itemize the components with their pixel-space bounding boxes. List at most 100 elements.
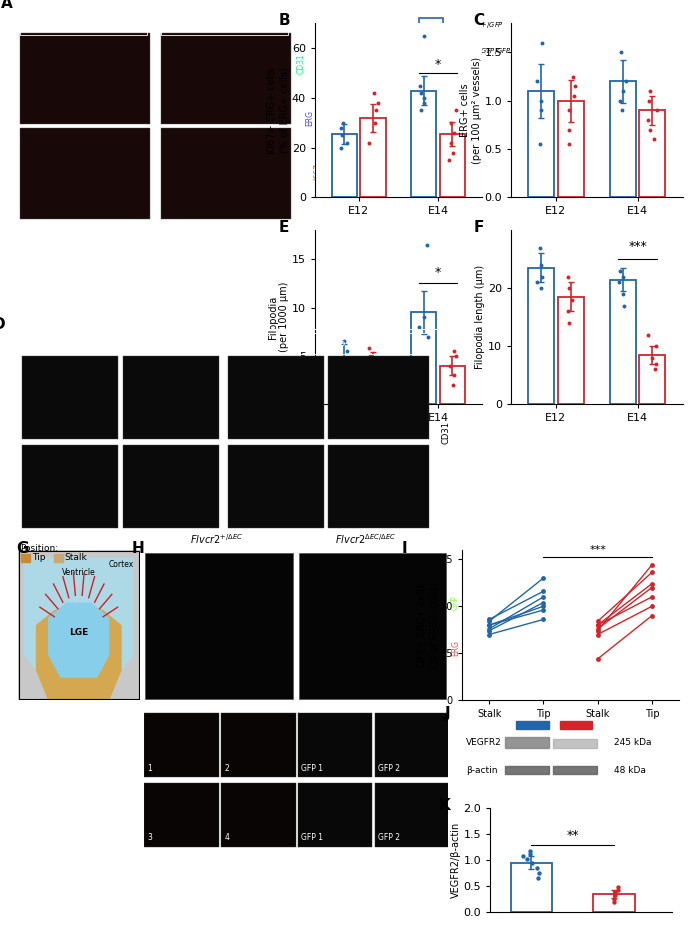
Bar — [419, 43, 443, 63]
Point — [570, 79, 581, 94]
Point — [535, 281, 546, 296]
Point — [448, 377, 459, 392]
Bar — [228, 445, 324, 527]
Polygon shape — [36, 603, 122, 700]
Bar — [557, 101, 584, 197]
Point — [421, 237, 433, 252]
Text: ERG: ERG — [305, 109, 314, 126]
Point — [535, 241, 546, 256]
Point — [615, 45, 626, 60]
Bar — [21, 554, 29, 562]
Point — [447, 145, 458, 160]
Text: β-actin: β-actin — [466, 766, 498, 775]
Y-axis label: KI67+ ERG+ cells
(% of ERG+ cells): KI67+ ERG+ cells (% of ERG+ cells) — [267, 68, 289, 153]
Point — [568, 70, 579, 85]
Bar — [553, 739, 596, 748]
Point — [414, 320, 425, 335]
Text: 48 kDa: 48 kDa — [614, 766, 646, 775]
Point — [564, 102, 575, 118]
Point — [536, 93, 547, 108]
Text: 3: 3 — [148, 834, 153, 842]
Point — [443, 152, 454, 167]
Point — [418, 28, 429, 43]
Bar — [374, 713, 449, 777]
Bar — [594, 894, 635, 912]
Point — [612, 883, 624, 898]
Bar — [20, 129, 150, 219]
Text: $Flvcr2^{GFP/GFP}$: $Flvcr2^{GFP/GFP}$ — [0, 141, 4, 194]
Text: GFP 1: GFP 1 — [301, 834, 323, 842]
Point — [449, 343, 460, 358]
Point — [416, 86, 427, 101]
Point — [444, 358, 456, 373]
Y-axis label: ERG+ cells
(per 100 μm² vessels): ERG+ cells (per 100 μm² vessels) — [460, 57, 482, 164]
Text: $Flvcr2^{+/GFP}$: $Flvcr2^{+/GFP}$ — [451, 21, 504, 35]
Polygon shape — [48, 603, 109, 678]
Bar — [610, 279, 636, 404]
Point — [532, 870, 543, 885]
Point — [614, 263, 625, 278]
Text: Tip: Tip — [32, 554, 45, 562]
Point — [619, 298, 630, 313]
Bar — [22, 356, 118, 439]
Bar — [122, 356, 219, 439]
Text: Ventricle: Ventricle — [62, 568, 96, 577]
Point — [524, 843, 536, 858]
Text: 245 kDa: 245 kDa — [614, 738, 652, 747]
Bar — [610, 82, 636, 197]
Point — [418, 310, 429, 325]
Bar — [161, 14, 288, 36]
Point — [643, 327, 654, 342]
Point — [563, 269, 574, 284]
Bar — [223, 333, 433, 353]
Bar — [332, 358, 357, 404]
Text: B: B — [279, 13, 290, 28]
Point — [645, 122, 656, 137]
Point — [563, 122, 574, 137]
Bar — [505, 766, 549, 775]
Point — [363, 135, 374, 150]
Bar — [144, 782, 219, 847]
Point — [535, 102, 546, 118]
Bar — [221, 713, 295, 777]
Bar — [360, 364, 386, 404]
Bar — [411, 312, 436, 404]
Point — [614, 274, 625, 290]
Point — [342, 368, 353, 383]
Point — [534, 136, 545, 151]
Point — [446, 135, 457, 150]
Point — [535, 258, 546, 273]
Point — [610, 887, 621, 902]
Text: E14.5: E14.5 — [316, 338, 345, 349]
Point — [414, 78, 426, 93]
Point — [419, 90, 430, 105]
Point — [335, 140, 346, 155]
Bar — [557, 297, 584, 404]
Text: GFP 2: GFP 2 — [378, 764, 400, 773]
Point — [337, 116, 349, 131]
Text: 4: 4 — [224, 834, 229, 842]
Point — [536, 269, 547, 284]
Point — [369, 86, 380, 101]
Bar — [122, 445, 219, 527]
Point — [365, 368, 376, 383]
Point — [420, 368, 431, 383]
Text: Stalk: Stalk — [64, 554, 88, 562]
Point — [563, 281, 574, 296]
Point — [609, 895, 620, 910]
Point — [369, 116, 380, 131]
Text: Position:: Position: — [20, 544, 58, 553]
Point — [533, 866, 545, 881]
Point — [645, 84, 656, 99]
Point — [422, 329, 433, 344]
Bar — [419, 18, 443, 38]
Point — [334, 363, 345, 378]
Point — [650, 362, 661, 377]
Point — [617, 269, 629, 284]
Point — [612, 880, 623, 895]
Text: *: * — [435, 266, 441, 278]
Text: 1: 1 — [148, 764, 152, 773]
Point — [451, 102, 462, 118]
Point — [617, 287, 629, 302]
Text: ERG: ERG — [451, 639, 460, 656]
